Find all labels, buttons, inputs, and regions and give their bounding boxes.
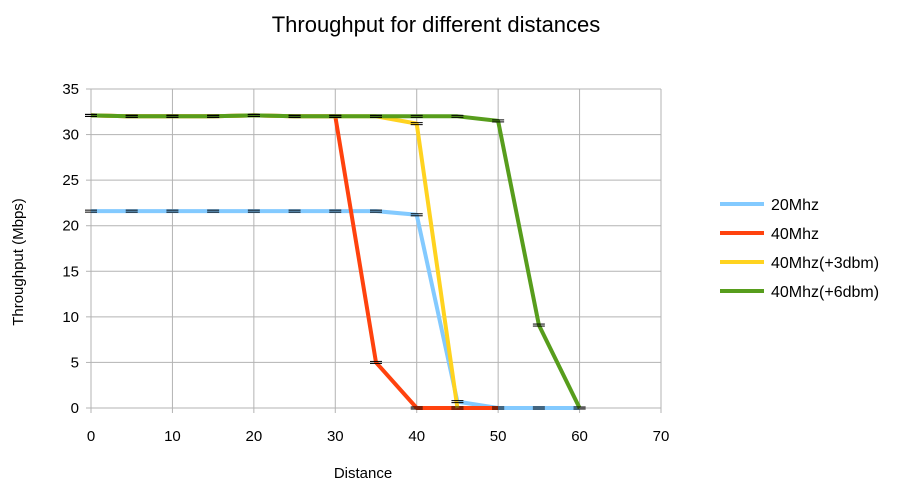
data-point-marker — [288, 209, 301, 213]
data-point-marker — [85, 113, 97, 117]
data-point-marker — [410, 406, 423, 410]
error-bars — [85, 113, 586, 410]
y-tick-label: 20 — [62, 218, 79, 235]
legend-label: 20Mhz — [771, 197, 819, 214]
data-point-marker — [207, 114, 220, 118]
data-point-marker — [370, 360, 382, 364]
legend-label: 40Mhz(+6dbm) — [771, 284, 879, 301]
y-axis-label: Throughput (Mbps) — [10, 198, 27, 326]
legend-item-1: 40Mhz — [720, 226, 819, 243]
data-point-marker — [492, 119, 505, 123]
data-point-marker — [207, 209, 220, 213]
x-tick-label: 10 — [164, 428, 181, 445]
data-point-marker — [125, 114, 138, 118]
data-point-marker — [370, 114, 382, 118]
x-tick-label: 30 — [327, 428, 344, 445]
series-line-3 — [90, 113, 582, 409]
x-tick-label: 20 — [246, 428, 263, 445]
legend-label: 40Mhz — [771, 226, 819, 243]
legend-item-2: 40Mhz(+3dbm) — [720, 255, 879, 272]
legend-label: 40Mhz(+3dbm) — [771, 255, 879, 272]
data-point-marker — [166, 114, 179, 118]
data-point-marker — [492, 406, 505, 410]
data-point-marker — [247, 209, 260, 213]
legend-item-3: 40Mhz(+6dbm) — [720, 284, 879, 301]
data-point-marker — [370, 209, 382, 213]
data-point-marker — [451, 114, 464, 118]
x-tick-label: 60 — [571, 428, 588, 445]
legend-item-0: 20Mhz — [720, 197, 819, 214]
legend: 20Mhz 40Mhz 40Mhz(+3dbm) 40Mhz(+6dbm) — [720, 197, 879, 301]
y-tick-label: 30 — [62, 127, 79, 144]
data-point-marker — [451, 406, 464, 410]
x-tick-label: 40 — [408, 428, 425, 445]
grid-lines — [90, 88, 662, 409]
y-tick-label: 25 — [62, 172, 79, 189]
data-point-marker — [451, 400, 464, 404]
tick-labels: 0 5 10 15 20 25 30 35 0 10 20 30 40 50 60 70 — [62, 81, 669, 445]
data-point-marker — [329, 114, 342, 118]
chart-title: Throughput for different distances — [272, 12, 601, 37]
data-point-marker — [288, 114, 301, 118]
data-point-marker — [329, 209, 342, 213]
y-tick-label: 5 — [71, 354, 79, 371]
data-point-marker — [125, 209, 138, 213]
data-point-marker — [410, 122, 423, 126]
data-point-marker — [247, 113, 260, 117]
y-tick-label: 0 — [71, 400, 79, 417]
series-lines — [90, 113, 582, 410]
y-tick-label: 10 — [62, 309, 79, 326]
data-point-marker — [410, 213, 423, 217]
x-tick-label: 70 — [653, 428, 670, 445]
x-axis-label: Distance — [334, 465, 392, 481]
y-tick-label: 35 — [62, 81, 79, 98]
data-point-marker — [166, 209, 179, 213]
y-tick-label: 15 — [62, 263, 79, 280]
x-tick-label: 0 — [87, 428, 95, 445]
data-point-marker — [532, 323, 545, 327]
x-tick-label: 50 — [490, 428, 507, 445]
data-point-marker — [532, 406, 545, 410]
data-point-marker — [573, 406, 586, 410]
series-line-2 — [90, 113, 460, 409]
data-point-marker — [85, 209, 97, 213]
data-point-marker — [410, 114, 423, 118]
